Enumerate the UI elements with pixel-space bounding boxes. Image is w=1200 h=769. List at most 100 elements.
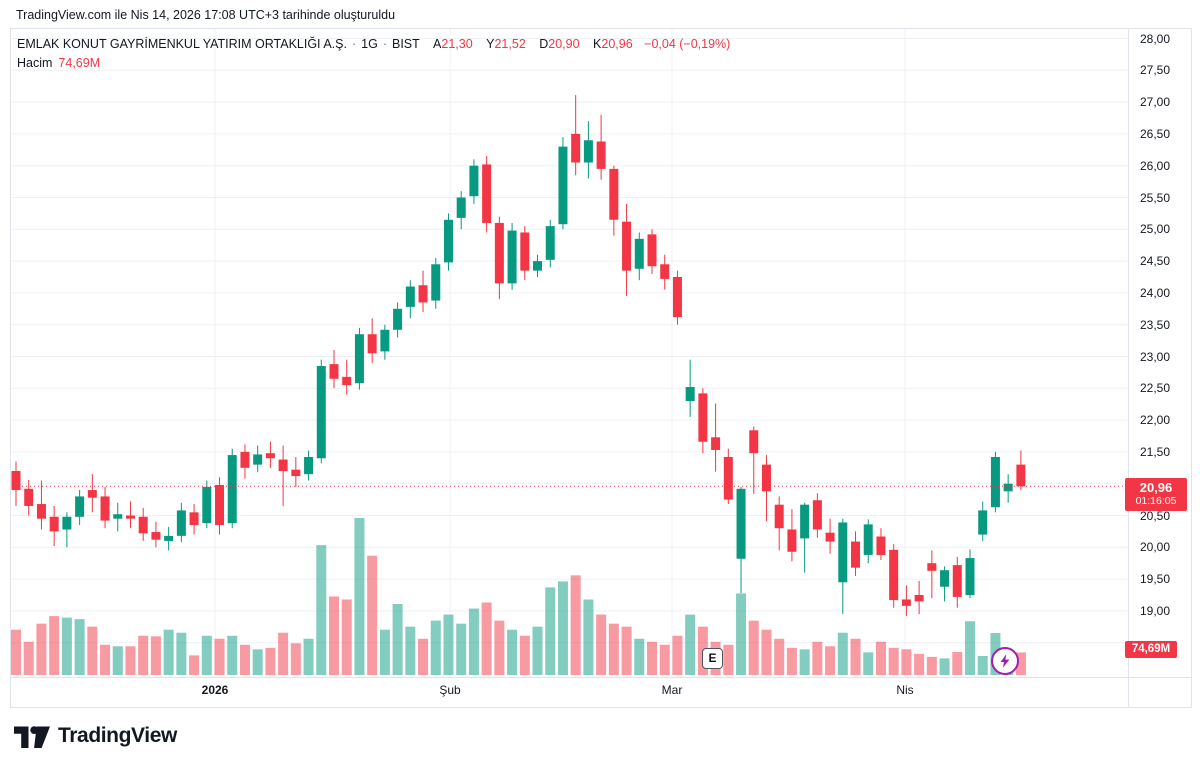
price-axis-label: 26,00 xyxy=(1140,158,1171,173)
candle-body xyxy=(469,165,479,197)
tradingview-logo[interactable]: TradingView xyxy=(14,722,177,749)
price-axis-label: 19,00 xyxy=(1140,603,1171,618)
candle-body xyxy=(278,459,288,471)
candle-body xyxy=(62,516,72,530)
volume-bar xyxy=(659,644,670,675)
candle-body xyxy=(227,455,237,524)
volume-bar xyxy=(341,599,352,675)
candle-body xyxy=(113,514,123,519)
volume-value: 74,69M xyxy=(58,56,101,70)
separator: · xyxy=(351,37,357,51)
candle-body xyxy=(125,515,135,519)
volume-bar xyxy=(303,638,314,675)
volume-bar xyxy=(774,638,785,675)
volume-axis-badge: 74,69M xyxy=(1125,641,1177,658)
volume-bar xyxy=(634,638,645,675)
candle-body xyxy=(749,430,759,454)
candle-body xyxy=(1003,483,1013,492)
candle-body xyxy=(571,133,581,163)
flash-boost-icon[interactable] xyxy=(991,647,1019,675)
price-axis-label: 22,50 xyxy=(1140,381,1171,396)
candle-body xyxy=(533,261,543,271)
volume-bar xyxy=(23,641,34,675)
candle-body xyxy=(215,484,225,526)
candle-body xyxy=(1016,464,1026,487)
volume-bar xyxy=(201,635,212,675)
volume-bar xyxy=(863,652,874,675)
volume-bar xyxy=(507,629,518,675)
separator: · xyxy=(382,37,387,51)
price-axis-label: 26,50 xyxy=(1140,126,1171,141)
volume-bar xyxy=(176,632,187,675)
candle-body xyxy=(393,308,403,330)
candle-body xyxy=(672,277,682,318)
candle-body xyxy=(456,197,466,218)
open-readout: A21,30 xyxy=(433,37,473,51)
volume-bar xyxy=(1015,652,1026,675)
volume-bar xyxy=(418,638,429,675)
volume-bar xyxy=(11,629,21,675)
candle-body xyxy=(380,329,390,352)
candle-body xyxy=(482,164,492,223)
volume-label: Hacim xyxy=(17,56,53,70)
volume-bar xyxy=(608,623,619,675)
volume-bar xyxy=(163,629,174,675)
price-axis-label: 27,50 xyxy=(1140,63,1171,78)
volume-bar xyxy=(36,623,47,675)
price-axis-label: 20,00 xyxy=(1140,540,1171,555)
volume-bar xyxy=(278,632,289,675)
low-value: 20,90 xyxy=(548,37,580,51)
volume-bar xyxy=(456,623,467,675)
close-label: K xyxy=(593,37,602,51)
volume-bar xyxy=(596,614,607,675)
low-label: D xyxy=(539,37,549,51)
volume-bar xyxy=(379,629,390,675)
volume-bar xyxy=(49,616,60,675)
price-axis-label: 23,50 xyxy=(1140,317,1171,332)
candle-body xyxy=(253,454,263,465)
volume-bar xyxy=(367,555,378,675)
candle-body xyxy=(634,238,644,269)
candle-body xyxy=(914,595,924,602)
logo-text: TradingView xyxy=(58,723,177,747)
price-axis-label: 24,00 xyxy=(1140,285,1171,300)
volume-bar xyxy=(799,649,810,675)
symbol-name[interactable]: EMLAK KONUT GAYRİMENKUL YATIRIM ORTAKLIĞ… xyxy=(17,37,347,51)
candle-body xyxy=(838,522,848,583)
candle-body xyxy=(685,387,695,402)
candle-body xyxy=(558,146,568,225)
volume-bar xyxy=(392,604,403,675)
candle-body xyxy=(418,285,428,303)
price-axis-label: 23,00 xyxy=(1140,349,1171,364)
volume-bar xyxy=(443,614,454,675)
change-value: −0,04 (−0,19%) xyxy=(644,37,731,51)
candle-body xyxy=(164,535,174,541)
open-value: 21,30 xyxy=(441,37,473,51)
candle-body xyxy=(876,536,886,555)
candle-body xyxy=(596,141,606,169)
candle-body xyxy=(647,234,657,267)
high-value: 21,52 xyxy=(494,37,526,51)
candle-body xyxy=(100,496,110,521)
candle-body xyxy=(520,232,530,271)
interval[interactable]: 1G xyxy=(361,37,378,51)
volume-bar xyxy=(61,617,72,675)
price-axis-label: 24,50 xyxy=(1140,254,1171,269)
volume-bar xyxy=(965,621,975,675)
candle-body xyxy=(11,470,21,491)
last-price-badge: 20,96 01:16:05 xyxy=(1125,478,1187,511)
candle-body xyxy=(901,599,911,606)
candle-body xyxy=(367,334,377,354)
time-axis-label: 2026 xyxy=(201,683,229,697)
event-marker-badge[interactable]: E xyxy=(702,648,723,669)
candle-body xyxy=(812,500,822,530)
close-value: 20,96 xyxy=(601,37,633,51)
volume-bar xyxy=(888,647,899,675)
candle-body xyxy=(698,393,708,442)
volume-bar xyxy=(329,596,339,675)
candle-body xyxy=(545,226,555,260)
candle-body xyxy=(787,529,797,552)
candle-body xyxy=(87,490,97,498)
volume-bar xyxy=(837,632,848,675)
